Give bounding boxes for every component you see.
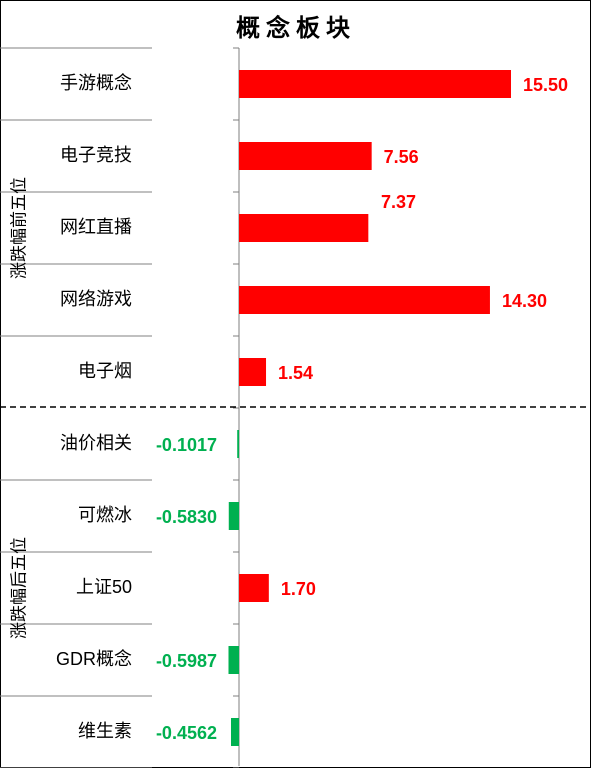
category-label: 网红直播 (60, 217, 132, 237)
category-label: 上证50 (76, 577, 132, 597)
category-label: 油价相关 (60, 433, 132, 453)
value-label: 1.70 (281, 579, 316, 599)
bar (239, 358, 267, 386)
category-label: 维生素 (78, 721, 132, 741)
bar (239, 574, 269, 602)
value-label: 7.37 (381, 192, 416, 212)
category-label: 电子竞技 (60, 145, 132, 165)
category-label: GDR概念 (56, 648, 132, 669)
value-label: 7.56 (384, 147, 419, 167)
group-label: 涨跌幅前五位 (9, 177, 28, 279)
value-label: 1.54 (278, 363, 313, 383)
value-label: 14.30 (502, 291, 547, 311)
chart-title: 概念板块 (236, 14, 356, 42)
bar (228, 502, 239, 530)
bar (239, 142, 372, 170)
bar (228, 646, 239, 674)
value-label: 15.50 (523, 75, 568, 95)
value-label: -0.4562 (156, 723, 217, 743)
value-label: -0.5830 (156, 507, 217, 527)
bar (237, 430, 239, 458)
category-label: 手游概念 (60, 72, 132, 93)
bar (239, 70, 511, 98)
category-label: 可燃冰 (78, 505, 132, 525)
value-label: -0.5987 (156, 651, 217, 671)
category-label: 电子烟 (78, 361, 132, 381)
category-label: 网络游戏 (60, 289, 132, 309)
value-label: -0.1017 (156, 435, 217, 455)
bar (230, 718, 239, 746)
bar (239, 286, 490, 314)
group-label: 涨跌幅后五位 (9, 537, 28, 639)
bar (239, 214, 369, 242)
